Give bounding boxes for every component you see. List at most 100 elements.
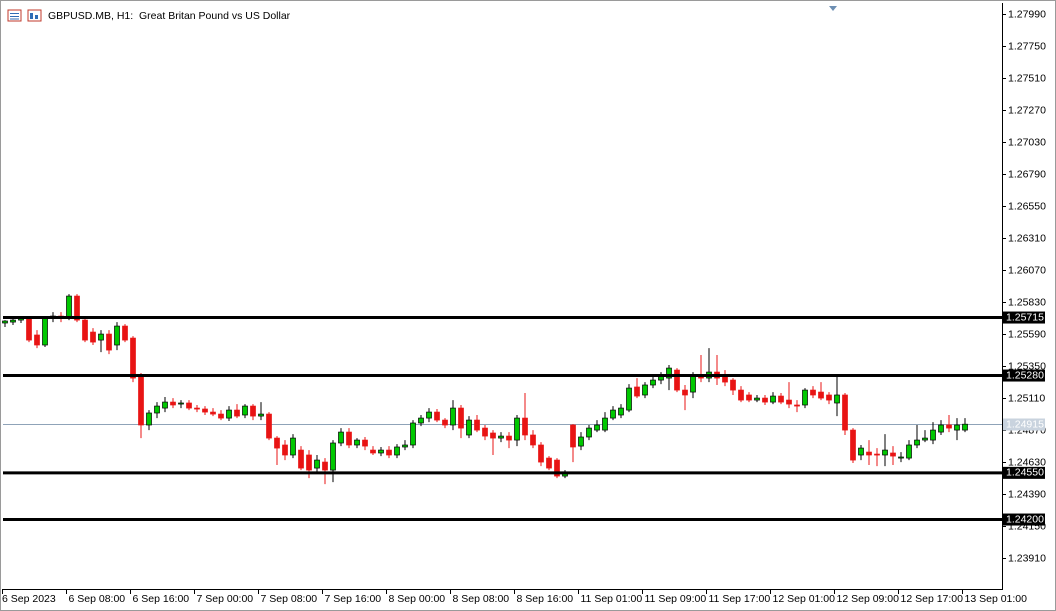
candle-body [802,389,808,406]
level-label: 1.25280 [1006,369,1044,381]
candle-body [538,444,544,463]
x-tick-label: 11 Sep 09:00 [645,593,707,605]
candle-body [786,399,792,405]
candle-body [474,419,480,431]
candle-body [346,431,352,446]
candle-body [962,423,968,431]
candle-body [42,317,48,346]
candle-body [290,437,296,456]
level-label: 1.25715 [1006,311,1044,323]
candle-body [586,427,592,438]
candle-body [570,424,576,448]
level-label-box [1003,369,1045,382]
candle-body [442,419,448,426]
x-tick-label: 7 Sep 08:00 [261,593,318,605]
candle-body [26,317,32,341]
y-tick-label: 1.26310 [1008,232,1046,244]
candle-body [330,442,336,471]
candle-body [834,394,840,404]
x-tick-label: 12 Sep 01:00 [773,593,836,605]
candle-body [914,439,920,446]
candle-body [394,446,400,456]
x-tick-label: 6 Sep 16:00 [133,593,190,605]
candle-body [338,431,344,444]
level-label-box [1003,513,1045,526]
x-tick-label: 7 Sep 00:00 [197,593,254,605]
candle-body [946,424,952,429]
icon-bar [30,13,33,19]
candle-body [314,459,320,469]
plot-area: 1.27990 1.27750 1.27510 1.27270 1.27030 1.267… [2,8,1046,605]
x-tick-label: 13 Sep 01:00 [965,593,1028,605]
candle-body [874,453,880,456]
candle-body [498,435,504,439]
candle-body [826,394,832,401]
candle-body [162,401,168,409]
candle-body [282,444,288,456]
candle-body [842,394,848,431]
candle-body [506,435,512,441]
x-tick-label: 8 Sep 16:00 [517,593,574,605]
candle-body [122,325,128,341]
x-tick-label: 11 Sep 17:00 [709,593,771,605]
candle-body [410,422,416,446]
candle-body [738,389,744,401]
candle-body [138,374,144,426]
y-tick-label: 1.25110 [1008,392,1045,404]
candle-body [794,404,800,407]
candle-body [746,394,752,401]
candle-body [690,374,696,393]
candle-body [930,429,936,441]
candle-body [354,439,360,446]
candle-body [626,387,632,411]
y-tick-label: 1.24630 [1008,456,1046,468]
candle-body [106,333,112,351]
candle-body [2,320,8,324]
candle-body [754,397,760,401]
level-label-box [1003,466,1045,479]
candle-body [34,334,40,346]
candle-body [522,417,528,436]
candle-body [234,409,240,417]
candle-body [554,459,560,477]
candle-body [922,437,928,441]
candle-body [74,295,80,321]
y-tick-label: 1.27270 [1008,104,1046,116]
candle-body [466,419,472,436]
y-tick-label: 1.27990 [1008,8,1046,20]
candle-body [210,411,216,415]
candle-body [202,408,208,413]
candle-body [450,407,456,426]
x-tick-label: 11 Sep 01:00 [581,593,643,605]
candle-body [618,407,624,416]
candle-body [482,427,488,437]
current-price-box [1003,418,1045,431]
candle-body [130,337,136,379]
candle-body [10,319,16,323]
level-label: 1.24200 [1006,513,1044,525]
candle-body [258,413,264,417]
candle-body [98,333,104,341]
candle-body [898,456,904,459]
x-tick-label: 6 Sep 2023 [2,593,56,605]
chart-title: GBPUSD.MB, H1: Great Britan Pound vs US … [48,10,291,22]
icon-list [7,9,22,22]
candle-body [426,411,432,419]
y-tick-label: 1.26550 [1008,200,1046,212]
candle-body [954,424,960,431]
current-price-label: 1.24915 [1006,418,1044,430]
candle-body [578,436,584,447]
candle-body [682,389,688,396]
header-icons [7,9,42,22]
candle-body [890,452,896,457]
candle-body [730,379,736,391]
candle-body [546,457,552,469]
x-tick-label: 12 Sep 17:00 [901,593,964,605]
candle-body [642,384,648,396]
candle-body [490,432,496,439]
candle-body [250,405,256,417]
y-tick-label: 1.26790 [1008,168,1046,180]
candle-body [882,449,888,456]
candle-body [186,402,192,409]
